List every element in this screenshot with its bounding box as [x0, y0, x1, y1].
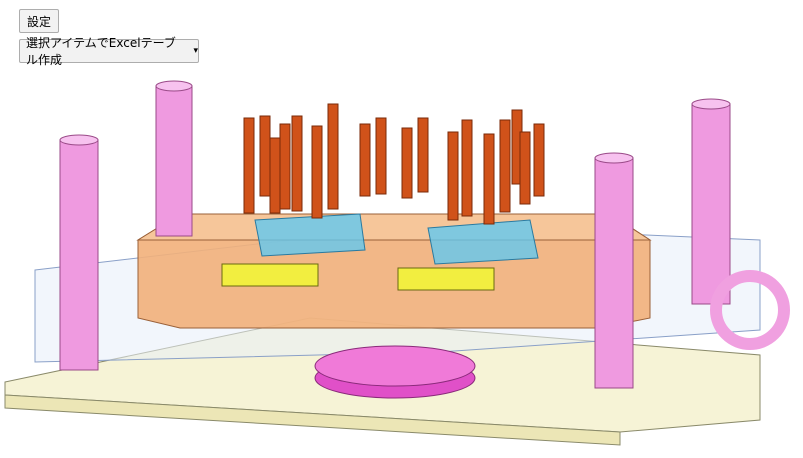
bolt [327, 103, 339, 210]
create-excel-table-button[interactable]: 選択アイテムでExcelテーブル作成 ▾ [19, 36, 199, 67]
bolt [279, 123, 291, 210]
bolt [311, 125, 323, 219]
spacer-left [221, 263, 319, 287]
guide-pillar-back-left [155, 85, 193, 237]
create-excel-table-label: 選択アイテムでExcelテーブル作成 [26, 36, 176, 67]
bolt [359, 123, 371, 197]
bolt [269, 137, 281, 214]
bolt [461, 119, 473, 217]
bolt [401, 127, 413, 199]
cavity-pocket-left [254, 213, 366, 257]
bolt [243, 117, 255, 214]
cavity-pocket-right [427, 219, 539, 265]
bolt [447, 131, 459, 221]
base-plate-edge [4, 394, 621, 446]
bolt-group [243, 103, 545, 225]
bolt [417, 117, 429, 193]
settings-button[interactable]: 設定 [19, 9, 59, 33]
bolt [483, 133, 495, 225]
guide-pillar-front-left-cap [59, 134, 99, 146]
guide-pillar-front-left [59, 139, 99, 371]
guide-pillar-front-right [594, 157, 634, 389]
bolt [533, 123, 545, 197]
bolt [259, 115, 271, 197]
bolt [291, 115, 303, 212]
guide-pillar-back-right [691, 103, 731, 305]
mold-assembly-render [4, 80, 790, 446]
settings-button-label: 設定 [26, 14, 51, 29]
locating-ring-top [314, 345, 476, 387]
spacer-right [397, 267, 495, 291]
bolt [375, 117, 387, 195]
guide-pillar-front-right-cap [594, 152, 634, 164]
cavity-block-top [136, 213, 652, 241]
bolt [499, 119, 511, 213]
model-viewport[interactable] [0, 70, 803, 454]
guide-pillar-back-right-cap [691, 98, 731, 110]
eye-bolt [710, 270, 790, 350]
chevron-down-icon[interactable]: ▾ [193, 46, 198, 56]
bolt [519, 131, 531, 205]
guide-pillar-back-left-cap [155, 80, 193, 92]
